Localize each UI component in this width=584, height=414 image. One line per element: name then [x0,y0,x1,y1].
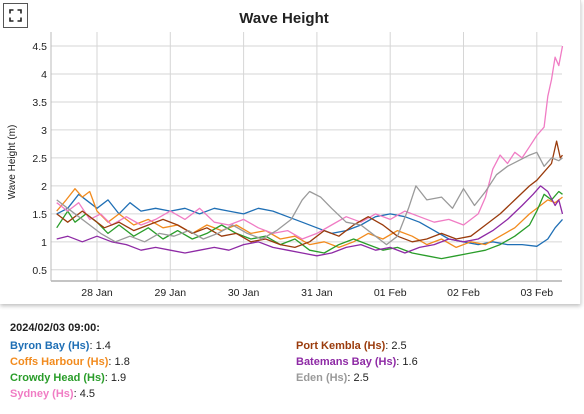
x-tick-label: 30 Jan [228,287,260,299]
reading-batemans-bay: Batemans Bay (Hs): 1.6 [296,356,418,368]
y-tick-label: 1 [41,237,47,249]
y-tick-label: 3 [41,125,47,137]
reading-value: 1.4 [95,340,111,352]
reading-value: 1.9 [110,372,127,384]
reading-site-label: Eden (Hs) [296,372,348,384]
series-line-crowdy [56,190,563,260]
wave-height-chart: 0.5 1 1.5 2 2.5 3 3.5 4 4.5 28 Jan 29 Jan 30 Jan 31 … [7,10,564,299]
series-line-sydney [56,45,564,240]
reading-value: 1.8 [114,356,130,368]
y-tick-label: 0.5 [32,265,47,277]
y-tick-label: 2 [41,181,47,193]
chart-panel: 0.5 1 1.5 2 2.5 3 3.5 4 4.5 28 Jan 29 Jan 30 Jan 31 … [3,0,581,304]
reading-value: 1.6 [402,356,418,368]
y-tick-label: 4 [41,69,47,81]
series-line-kembla [56,140,564,249]
reading-site-label: Sydney (Hs) [10,388,74,400]
reading-site-label: Coffs Harbour (Hs) [10,356,109,368]
reading-site-label: Byron Bay (Hs) [10,340,90,352]
expand-icon [9,9,22,22]
reading-value: 4.5 [79,388,95,400]
reading-port-kembla: Port Kembla (Hs): 2.5 [296,340,407,352]
reading-value: 2.5 [391,340,407,352]
axis-layer: 0.5 1 1.5 2 2.5 3 3.5 4 4.5 28 Jan 29 Jan 30 Jan 31 … [32,32,562,299]
reading-timestamp: 2024/02/03 09:00: [10,322,100,334]
series-line-coffs [56,188,563,249]
series-line-eden [56,151,563,246]
reading-value: 2.5 [353,372,369,384]
chart-title: Wave Height [239,10,328,27]
reading-byron-bay: Byron Bay (Hs): 1.4 [10,340,111,352]
reading-crowdy-head: Crowdy Head (Hs): 1.9 [10,372,127,384]
y-tick-label: 3.5 [32,97,47,109]
y-tick-label: 2.5 [32,153,47,165]
x-tick-label: 02 Feb [447,287,480,299]
x-tick-label: 01 Feb [374,287,407,299]
readings-panel: 2024/02/03 09:00: Byron Bay (Hs): 1.4 Co… [0,310,584,414]
reading-site-label: Crowdy Head (Hs) [10,372,105,384]
reading-sydney: Sydney (Hs): 4.5 [10,388,95,400]
reading-site-label: Batemans Bay (Hs) [296,356,397,368]
y-tick-label: 1.5 [32,209,47,221]
y-axis-title: Wave Height (m) [7,125,18,200]
series-line-batemans [56,185,564,257]
reading-coffs-harbour: Coffs Harbour (Hs): 1.8 [10,356,130,368]
expand-button[interactable] [3,3,28,28]
grid-layer [51,32,562,281]
x-tick-label: 29 Jan [155,287,187,299]
x-tick-label: 31 Jan [301,287,333,299]
y-tick-label: 4.5 [32,41,47,53]
x-tick-label: 03 Feb [520,287,553,299]
x-tick-label: 28 Jan [81,287,113,299]
series-layer [56,45,564,260]
reading-site-label: Port Kembla (Hs) [296,340,386,352]
reading-eden: Eden (Hs): 2.5 [296,372,369,384]
